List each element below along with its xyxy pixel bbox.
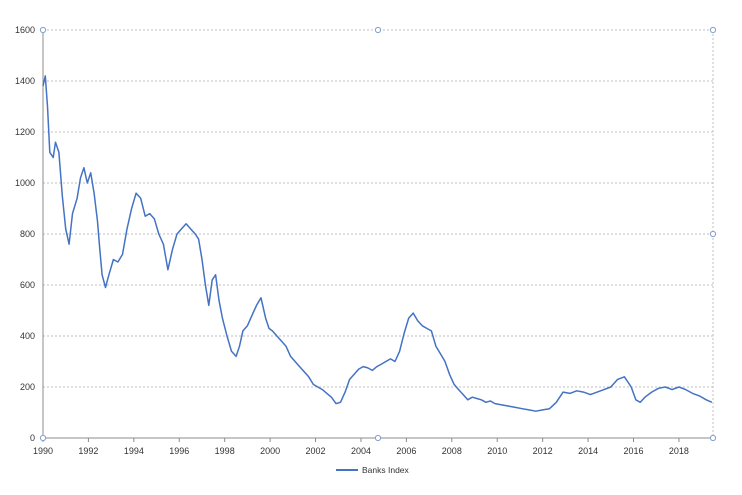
x-tick-label: 1992: [78, 446, 98, 456]
y-tick-label: 1400: [15, 76, 35, 86]
y-tick-label: 200: [20, 382, 35, 392]
x-tick-label: 2014: [578, 446, 598, 456]
y-tick-label: 800: [20, 229, 35, 239]
series-line-0: [42, 75, 713, 412]
resize-handle[interactable]: [374, 26, 382, 34]
x-tick-label: 2006: [396, 446, 416, 456]
x-tick-label: 2010: [487, 446, 507, 456]
x-tick-label: 1998: [215, 446, 235, 456]
y-tick-label: 600: [20, 280, 35, 290]
y-tick-label: 1200: [15, 127, 35, 137]
x-tick-label: 2002: [306, 446, 326, 456]
resize-handle[interactable]: [39, 26, 47, 34]
y-tick-label: 0: [30, 433, 35, 443]
x-tick-label: 1994: [124, 446, 144, 456]
resize-handle[interactable]: [39, 434, 47, 442]
x-tick-label: 2012: [533, 446, 553, 456]
resize-handle[interactable]: [709, 230, 717, 238]
resize-handle[interactable]: [709, 434, 717, 442]
y-tick-label: 1600: [15, 25, 35, 35]
x-tick-label: 2016: [623, 446, 643, 456]
x-tick-label: 2018: [669, 446, 689, 456]
x-tick-label: 2000: [260, 446, 280, 456]
resize-handle[interactable]: [709, 26, 717, 34]
y-tick-label: 400: [20, 331, 35, 341]
x-tick-label: 2004: [351, 446, 371, 456]
resize-handle[interactable]: [374, 434, 382, 442]
legend-label: Banks Index: [362, 465, 410, 475]
x-tick-label: 1990: [33, 446, 53, 456]
x-tick-label: 2008: [442, 446, 462, 456]
x-tick-label: 1996: [169, 446, 189, 456]
y-tick-label: 1000: [15, 178, 35, 188]
